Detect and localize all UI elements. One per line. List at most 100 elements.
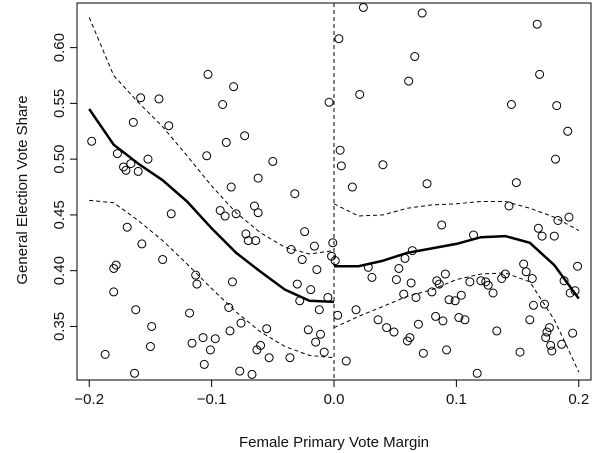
data-point — [235, 366, 245, 376]
data-point — [154, 94, 164, 104]
data-point — [515, 347, 525, 357]
data-point — [300, 227, 310, 237]
data-point — [341, 356, 351, 366]
data-point — [442, 345, 452, 355]
data-point — [551, 154, 561, 164]
data-point — [472, 368, 482, 378]
data-point — [303, 325, 313, 335]
data-point — [422, 179, 432, 189]
data-point — [488, 288, 498, 298]
data-point — [253, 208, 263, 218]
data-point — [410, 52, 420, 62]
x-tick-label: 0.0 — [324, 391, 345, 408]
ci-right-lower — [333, 272, 580, 373]
data-point — [542, 327, 552, 337]
data-point — [483, 280, 493, 290]
data-point — [112, 149, 122, 159]
data-point — [229, 82, 239, 92]
data-point — [358, 2, 368, 12]
x-tick-label: −0.2 — [74, 391, 104, 408]
data-point — [564, 212, 574, 222]
y-tick-label: 0.55 — [51, 89, 68, 118]
fit-line-right — [334, 234, 580, 300]
data-point — [285, 353, 295, 363]
data-point — [256, 340, 266, 350]
data-point — [253, 173, 263, 183]
y-axis-title: General Election Vote Share — [14, 95, 31, 284]
data-point — [394, 263, 404, 273]
data-point — [434, 279, 444, 289]
data-point — [525, 315, 535, 325]
data-point — [292, 279, 302, 289]
data-point — [100, 349, 110, 359]
data-point — [563, 126, 573, 136]
data-point — [539, 299, 549, 309]
data-point — [440, 269, 450, 279]
data-point — [355, 89, 365, 99]
ci-left-lower — [89, 199, 335, 359]
data-point — [312, 265, 322, 275]
data-point — [231, 209, 241, 219]
data-point — [198, 333, 208, 343]
data-point — [504, 201, 514, 211]
data-point — [330, 256, 340, 266]
data-point — [418, 348, 428, 358]
data-point — [378, 160, 388, 170]
data-point — [351, 305, 361, 315]
data-point — [133, 166, 143, 176]
data-point — [465, 277, 475, 287]
data-point — [568, 328, 578, 338]
data-point — [557, 339, 567, 349]
data-point — [437, 220, 447, 230]
x-tick-label: 0.1 — [446, 391, 467, 408]
data-point — [309, 241, 319, 251]
data-point — [541, 333, 551, 343]
data-point — [316, 329, 326, 339]
data-point — [438, 316, 448, 326]
data-point — [241, 229, 251, 239]
data-point — [247, 369, 257, 379]
data-point — [130, 368, 140, 378]
data-point — [262, 324, 272, 334]
x-axis-title: Female Primary Vote Margin — [239, 434, 429, 451]
y-tick-label: 0.50 — [51, 145, 68, 174]
data-point — [527, 274, 537, 283]
data-point — [166, 209, 176, 219]
data-point — [417, 8, 427, 18]
data-point — [122, 222, 132, 232]
data-point — [143, 154, 153, 164]
data-point — [552, 101, 562, 111]
x-axis: −0.2 −0.1 0.0 0.1 0.2 — [74, 380, 589, 408]
data-point — [411, 292, 421, 302]
data-point — [528, 300, 538, 310]
data-point — [226, 182, 236, 192]
data-point — [268, 156, 278, 166]
data-point — [335, 145, 345, 155]
data-point — [286, 245, 296, 254]
data-point — [224, 303, 234, 312]
data-point — [251, 236, 261, 246]
data-point — [535, 69, 545, 79]
data-point — [492, 326, 502, 336]
x-tick-label: −0.1 — [197, 391, 227, 408]
data-point — [405, 333, 415, 343]
fit-line-left — [88, 108, 335, 304]
data-point — [391, 275, 401, 285]
data-point — [367, 272, 377, 282]
data-point — [389, 327, 399, 337]
data-point — [203, 69, 213, 79]
data-point — [297, 255, 307, 265]
data-point — [126, 159, 136, 169]
ci-left-upper — [88, 17, 335, 255]
data-point — [373, 315, 383, 325]
data-point — [121, 165, 131, 175]
data-point — [240, 131, 250, 141]
data-point — [306, 285, 316, 295]
data-point — [406, 278, 416, 288]
data-point — [454, 313, 464, 323]
data-point — [185, 308, 195, 318]
fit-lines — [88, 108, 580, 304]
data-point — [199, 359, 209, 369]
data-point — [220, 211, 230, 221]
